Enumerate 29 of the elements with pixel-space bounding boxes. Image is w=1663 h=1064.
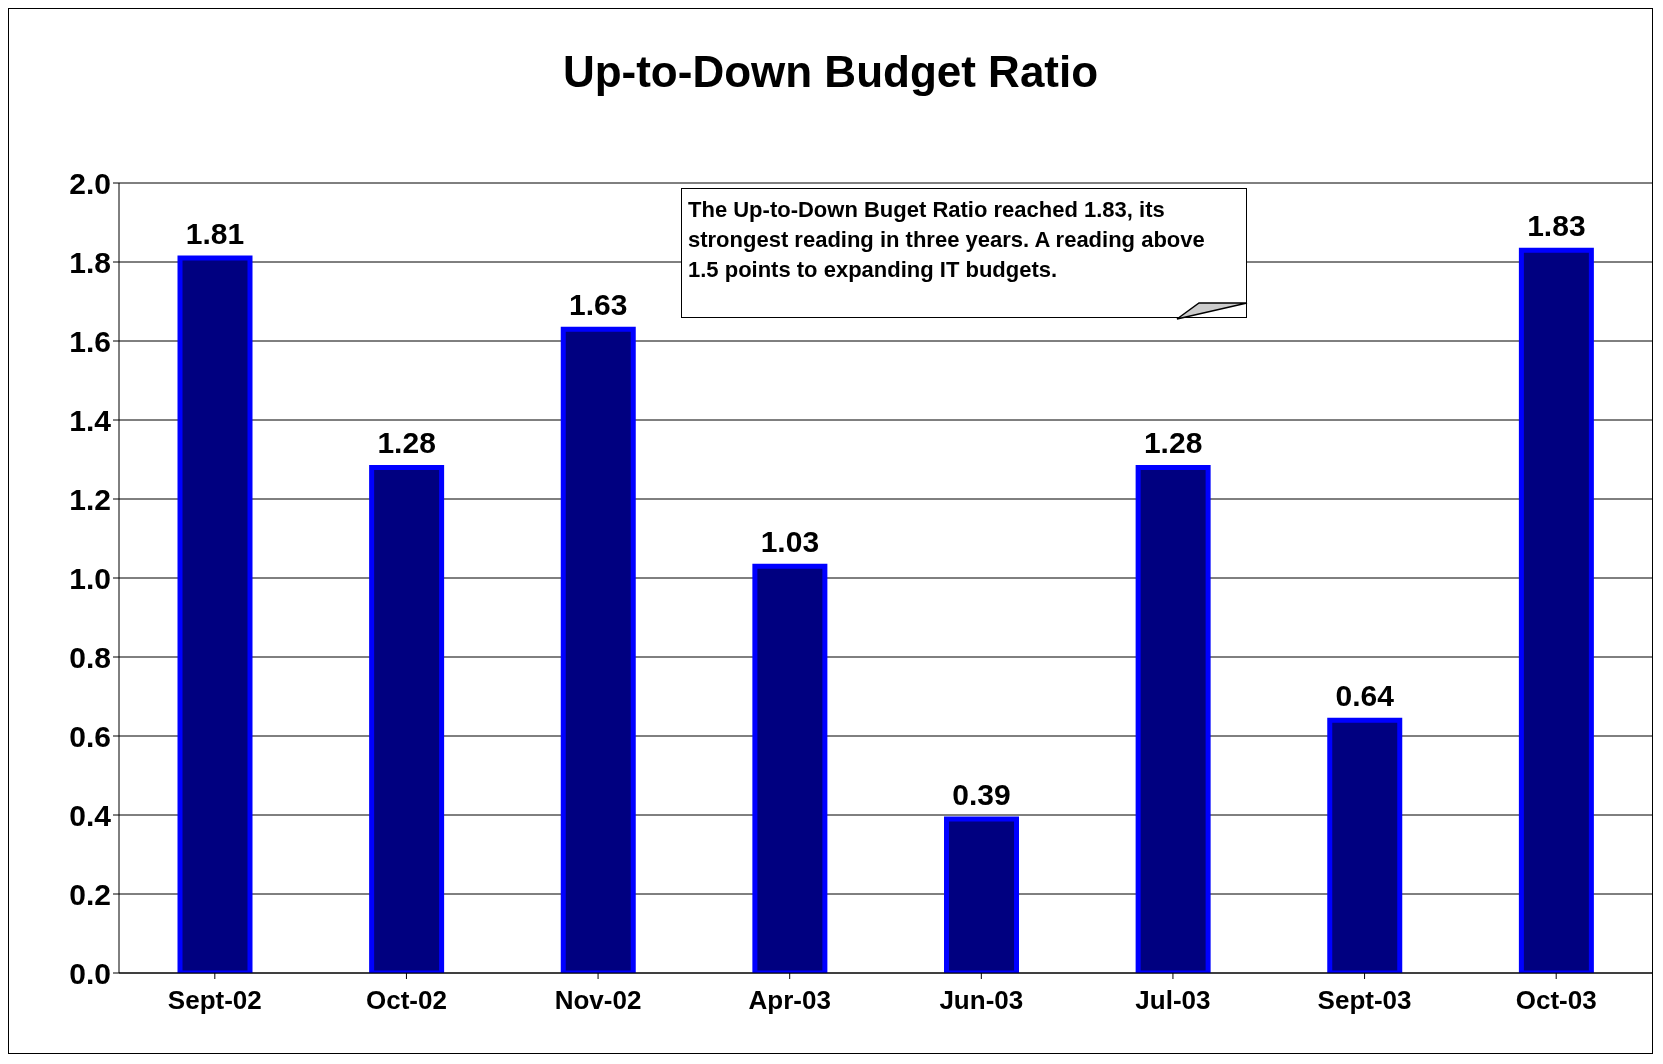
data-label: 0.64 — [1335, 679, 1395, 713]
y-tick-label: 1.6 — [69, 324, 111, 358]
data-label: 1.81 — [185, 217, 245, 251]
y-tick-label: 0.4 — [69, 798, 112, 832]
x-tick-label: Oct-03 — [1515, 985, 1597, 1016]
x-tick-label: Nov-02 — [554, 985, 642, 1016]
x-tick-label: Sept-02 — [167, 985, 262, 1016]
x-tick-label: Jun-03 — [939, 985, 1024, 1016]
data-label: 1.03 — [760, 525, 820, 559]
y-tick-label: 0.8 — [69, 640, 111, 674]
x-tick-label: Sept-03 — [1317, 985, 1412, 1016]
data-label: 1.28 — [1143, 426, 1203, 460]
y-tick-label: 0.0 — [69, 956, 111, 990]
chart-title: Up-to-Down Budget Ratio — [561, 47, 1100, 97]
y-tick-label: 1.2 — [69, 482, 111, 516]
y-tick-label: 1.0 — [69, 561, 111, 595]
data-label: 1.63 — [569, 288, 628, 322]
x-tick-label: Oct-02 — [365, 985, 447, 1016]
annotation: The Up-to-Down Buget Ratio reached 1.83, its strongest reading in three years. A reading above 1.5 points to expanding IT budgets. — [681, 188, 1247, 318]
y-tick-label: 0.2 — [69, 877, 111, 911]
x-tick-label: Apr-03 — [748, 985, 831, 1016]
y-tick-label: 1.8 — [69, 245, 111, 279]
data-label: 1.28 — [377, 426, 436, 460]
data-label: 0.39 — [952, 777, 1011, 811]
data-label: 1.83 — [1527, 209, 1586, 243]
y-tick-label: 1.4 — [69, 403, 112, 437]
y-tick-label: 0.6 — [69, 719, 111, 753]
y-tick-label: 2.0 — [69, 166, 111, 200]
x-tick-label: Jul-03 — [1135, 985, 1211, 1016]
